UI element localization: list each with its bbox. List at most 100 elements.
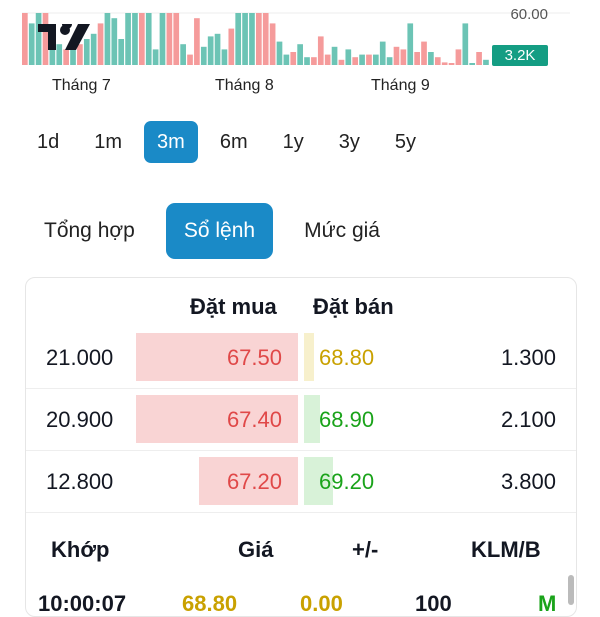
volume-bar [283,54,290,65]
volume-bars [22,12,570,66]
bid-volume: 12.800 [46,469,114,494]
ask-price: 68.80 [319,345,375,370]
volume-bar [386,57,393,65]
volume-bar [256,13,262,65]
order-row: 21.000 67.50 68.80 1.300 [26,327,576,389]
volume-bar [152,49,159,65]
volume-bar [434,57,441,65]
volume-bar [317,36,324,65]
volume-bar [290,52,297,65]
volume-bar [407,23,414,65]
volume-bar [359,54,365,65]
bid-header: Đặt mua [190,294,277,319]
match-time-header: Khớp [51,537,110,562]
volume-bar [125,13,131,65]
volume-bar [207,36,214,65]
volume-bar [324,54,331,65]
bid-volume: 20.900 [46,407,114,432]
volume-bar [187,54,193,65]
scrollbar[interactable] [568,575,574,605]
volume-bar [262,13,269,65]
volume-bar [111,18,118,65]
range-3y[interactable]: 3y [338,131,360,153]
price-axis-label: 60.00 [510,6,548,23]
volume-bar [400,49,407,65]
volume-bar [379,41,386,65]
volume-bar [297,44,303,65]
volume-bar [228,28,235,66]
volume-bar [304,57,310,65]
volume-bar [35,13,42,65]
tab-summary[interactable]: Tổng hợp [44,219,135,242]
volume-bar [214,33,221,65]
volume-bar [118,39,125,65]
volume-bar [338,59,345,65]
month-label: Tháng 7 [52,77,111,94]
volume-bar [242,13,248,65]
range-6m[interactable]: 6m [219,131,248,153]
volume-bar [132,13,138,65]
volume-bar [455,49,462,65]
volume-bar [221,49,228,65]
volume-bar [200,46,207,65]
volume-bar [483,59,489,65]
ask-price: 68.90 [319,407,375,432]
volume-bar [276,41,283,65]
volume-bar [180,44,186,65]
volume-bar [166,13,173,65]
volume-bar [249,13,255,65]
volume-bar [28,23,35,65]
tabs: Tổng hợp Sổ lệnh Mức giá [26,203,411,259]
volume-bar [414,52,420,65]
range-3m[interactable]: 3m [144,121,198,163]
range-1d[interactable]: 1d [37,131,60,153]
tradingview-logo [38,24,90,50]
volume-bar [145,13,152,65]
volume-bar [352,57,359,65]
tab-order-book[interactable]: Sổ lệnh [165,203,274,259]
ask-volume: 2.100 [500,407,556,432]
volume-bar [56,44,63,65]
range-5y[interactable]: 5y [394,131,417,153]
volume-bar [90,33,97,65]
match-price-header: Giá [238,537,274,562]
month-label: Tháng 8 [215,77,274,94]
ask-volume: 3.800 [500,469,556,494]
volume-bar [469,63,476,65]
month-label: Tháng 9 [371,77,430,94]
volume-bar [331,46,338,65]
volume-bar [476,52,482,65]
volume-bar [22,13,28,65]
range-1y[interactable]: 1y [282,131,304,153]
range-1m[interactable]: 1m [94,131,123,153]
volume-bar [373,54,379,65]
volume-bar [97,23,104,65]
bid-price: 67.50 [226,345,282,370]
order-row: 20.900 67.40 68.90 2.100 [26,389,576,451]
volume-bar [462,23,469,65]
volume-bar [194,18,200,65]
volume-bar [421,41,427,65]
volume-bar [311,57,317,65]
bid-price: 67.20 [226,469,282,494]
ask-price: 69.20 [319,469,375,494]
volume-bar [159,13,166,65]
match-volume: 100 [415,591,452,616]
match-change-header: +/- [352,537,379,562]
ask-volume: 1.300 [500,345,556,370]
match-volume-header: KLM/B [471,537,541,562]
volume-bar [428,52,434,65]
volume-bar [139,13,145,65]
match-side: M [538,591,557,616]
volume-bar [366,54,372,65]
volume-bar [70,44,76,65]
tab-price-level[interactable]: Mức giá [304,219,380,242]
volume-badge: 3.2K [492,45,548,66]
volume-bar [77,44,83,65]
bid-volume: 21.000 [46,345,114,370]
match-time: 10:00:07 [38,591,127,616]
match-change: 0.00 [300,591,343,616]
volume-bar [173,13,180,65]
volume-bar [42,13,49,65]
volume-bar [63,49,69,65]
